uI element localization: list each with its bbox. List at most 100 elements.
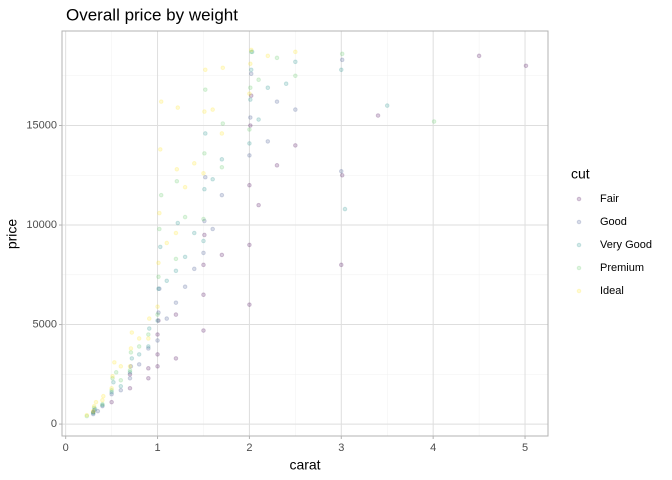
axes: 0 1 2 3 4 5 0 5000 10000 15000 xyxy=(26,30,549,454)
point xyxy=(173,268,179,274)
point xyxy=(220,65,226,71)
point xyxy=(84,412,90,418)
point xyxy=(248,47,254,53)
x-axis-title: carat xyxy=(289,457,320,473)
point xyxy=(157,286,162,292)
point xyxy=(109,387,114,393)
point xyxy=(182,284,188,290)
point xyxy=(155,304,160,309)
point xyxy=(247,127,252,132)
point xyxy=(202,109,207,114)
point xyxy=(203,67,208,73)
x-tick-label: 0 xyxy=(63,442,69,454)
point xyxy=(203,131,208,136)
point xyxy=(339,57,345,63)
point xyxy=(155,352,160,357)
point xyxy=(146,346,151,351)
point xyxy=(476,53,482,59)
point xyxy=(248,97,253,102)
x-tick-label: 2 xyxy=(246,442,252,454)
point xyxy=(127,385,133,391)
point xyxy=(338,67,344,73)
point xyxy=(158,192,164,198)
legend-label: Very Good xyxy=(600,239,652,251)
point xyxy=(202,218,207,224)
point xyxy=(219,165,225,170)
point xyxy=(109,385,114,391)
point xyxy=(248,115,253,120)
point xyxy=(90,410,96,416)
point xyxy=(129,330,135,335)
point xyxy=(201,262,206,268)
point xyxy=(256,202,261,208)
legend: Fair Good Very Good Premium Ideal xyxy=(576,193,652,297)
point xyxy=(158,99,164,104)
point xyxy=(91,403,97,409)
point xyxy=(220,121,226,126)
point xyxy=(109,391,114,397)
point xyxy=(155,312,160,317)
point xyxy=(113,370,119,375)
point xyxy=(203,174,208,180)
y-axis-title: price xyxy=(4,219,20,250)
point xyxy=(157,226,162,232)
point xyxy=(248,85,253,90)
point xyxy=(100,401,105,407)
point xyxy=(92,406,98,412)
point xyxy=(338,168,344,174)
point xyxy=(156,286,161,292)
point xyxy=(90,409,96,415)
point xyxy=(265,53,271,59)
point xyxy=(202,151,207,156)
point xyxy=(431,119,437,124)
point xyxy=(248,67,254,73)
x-tick-label: 5 xyxy=(522,442,528,454)
point xyxy=(523,63,529,69)
point xyxy=(109,389,114,395)
point xyxy=(248,49,254,55)
point xyxy=(90,409,96,415)
x-tick-label: 4 xyxy=(430,442,436,454)
point xyxy=(93,399,99,405)
point xyxy=(219,252,225,258)
point xyxy=(173,312,179,317)
point xyxy=(274,163,280,168)
point xyxy=(118,387,124,393)
point xyxy=(173,256,179,262)
point xyxy=(342,206,348,212)
point xyxy=(339,172,345,178)
point xyxy=(111,379,116,385)
point xyxy=(175,105,181,110)
point xyxy=(219,131,225,136)
point xyxy=(101,393,106,399)
legend-key xyxy=(576,242,582,248)
point xyxy=(136,336,142,341)
point xyxy=(129,356,135,361)
y-tick-label: 0 xyxy=(51,418,57,430)
point xyxy=(210,176,215,182)
point xyxy=(201,170,206,176)
point xyxy=(146,375,151,381)
point xyxy=(128,364,134,369)
point xyxy=(293,107,298,112)
point xyxy=(201,250,206,256)
point xyxy=(156,274,161,280)
point xyxy=(127,368,133,373)
point xyxy=(247,242,252,248)
legend-key xyxy=(576,265,582,271)
point xyxy=(256,117,261,122)
chart-title: Overall price by weight xyxy=(66,5,238,24)
y-tick-label: 5000 xyxy=(33,318,57,330)
point xyxy=(156,318,161,323)
point xyxy=(84,413,90,419)
point xyxy=(265,85,271,90)
point xyxy=(338,262,344,268)
point xyxy=(118,364,124,369)
point xyxy=(174,178,180,184)
point xyxy=(247,141,252,146)
point xyxy=(247,182,252,188)
point xyxy=(110,374,115,379)
legend-title: cut xyxy=(571,166,590,182)
point xyxy=(202,232,207,238)
